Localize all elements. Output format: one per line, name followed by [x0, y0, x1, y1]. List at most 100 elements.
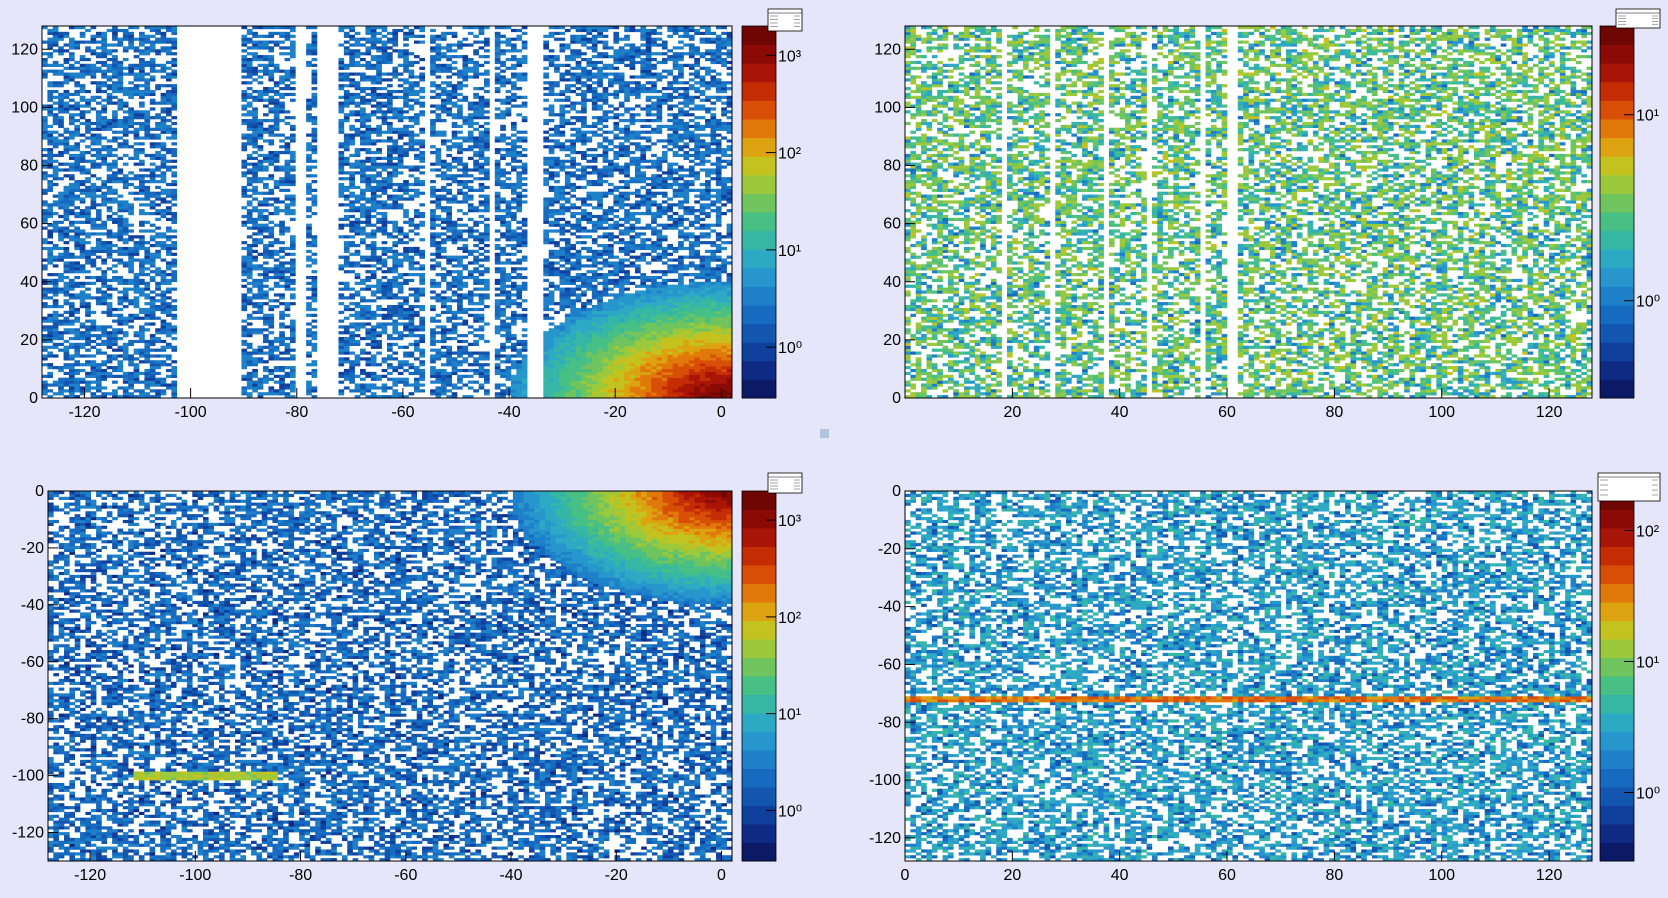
heatmap-bin — [370, 162, 377, 166]
heatmap-bin — [462, 84, 469, 88]
heatmap-bin — [365, 92, 372, 97]
heatmap-bin — [311, 87, 318, 91]
heatmap-bin — [149, 40, 156, 44]
heatmap-bin — [343, 331, 350, 335]
heatmap-bin — [171, 40, 178, 44]
heatmap-bin — [74, 168, 81, 172]
heatmap-bin — [144, 261, 151, 265]
heatmap-bin — [155, 191, 161, 195]
heatmap-bin — [494, 366, 501, 370]
heatmap-bin — [90, 226, 97, 230]
heatmap-bin — [68, 267, 75, 271]
heatmap-bin — [273, 339, 280, 344]
heatmap-bin — [279, 296, 285, 300]
heatmap-bin — [392, 305, 399, 309]
heatmap-bin — [241, 148, 248, 152]
heatmap-bin — [478, 235, 485, 239]
heatmap-bin — [263, 69, 269, 73]
heatmap-bin — [451, 49, 458, 53]
heatmap-bin — [47, 296, 54, 300]
heatmap-bin — [451, 194, 458, 198]
heatmap-bin — [144, 121, 151, 126]
heatmap-bin — [279, 119, 285, 123]
heatmap-bin — [494, 60, 501, 65]
heatmap-bin — [370, 57, 377, 62]
heatmap-bin — [149, 200, 156, 204]
heatmap-bin — [128, 261, 134, 265]
heatmap-bin — [397, 273, 404, 277]
heatmap-bin — [139, 168, 145, 172]
heatmap-bin — [419, 348, 426, 352]
heatmap-bin — [392, 145, 399, 149]
heatmap-bin — [494, 348, 501, 352]
heatmap-bin — [63, 136, 70, 140]
heatmap-bin — [376, 26, 382, 30]
heatmap-bin — [47, 281, 54, 285]
heatmap-bin — [360, 287, 366, 291]
heatmap-bin — [478, 293, 485, 297]
heatmap-bin — [392, 142, 399, 146]
heatmap-bin — [360, 121, 366, 126]
heatmap-bin — [376, 31, 382, 36]
heatmap-bin — [451, 278, 458, 283]
heatmap-bin — [268, 150, 275, 155]
heatmap-bin — [47, 46, 54, 50]
heatmap-bin — [246, 249, 253, 253]
heatmap-bin — [149, 229, 156, 233]
heatmap-bin — [74, 354, 81, 358]
heatmap-bin — [42, 374, 48, 378]
heatmap-bin — [122, 180, 129, 184]
heatmap-bin — [90, 37, 97, 41]
heatmap-bin — [85, 119, 91, 123]
heatmap-bin — [52, 153, 59, 158]
heatmap-bin — [257, 284, 264, 288]
heatmap-bin — [95, 153, 102, 158]
heatmap-bin — [95, 34, 102, 38]
heatmap-bin — [478, 351, 485, 355]
heatmap-bin — [273, 185, 280, 190]
heatmap-bin — [171, 116, 178, 120]
heatmap-bin — [494, 177, 501, 181]
heatmap-bin — [387, 203, 393, 207]
heatmap-bin — [268, 275, 275, 280]
heatmap-bin — [52, 273, 59, 277]
heatmap-bin — [435, 133, 442, 137]
heatmap-bin — [289, 139, 296, 143]
heatmap-bin — [112, 84, 118, 88]
heatmap-bin — [106, 92, 113, 97]
heatmap-bin — [171, 214, 178, 219]
heatmap-bin — [413, 180, 420, 184]
heatmap-bin — [58, 368, 64, 373]
heatmap-bin — [85, 354, 91, 358]
heatmap-bin — [376, 342, 382, 346]
heatmap-bin — [279, 241, 285, 245]
heatmap-bin — [171, 60, 178, 65]
heatmap-bin — [451, 177, 458, 181]
heatmap-bin — [112, 75, 118, 79]
heatmap-bin — [365, 305, 372, 309]
heatmap-bin — [484, 174, 490, 178]
heatmap-bin — [74, 124, 81, 129]
heatmap-bin — [365, 313, 372, 317]
heatmap-bin — [68, 392, 75, 396]
heatmap-bin — [365, 246, 372, 251]
heatmap-bin — [354, 127, 361, 131]
heatmap-bin — [392, 66, 399, 70]
heatmap-bin — [311, 368, 318, 373]
heatmap-bin — [478, 296, 485, 300]
heatmap-bin — [101, 249, 107, 253]
heatmap-bin — [440, 101, 447, 105]
heatmap-bin — [494, 26, 501, 30]
heatmap-bin — [413, 214, 420, 219]
heatmap-bin — [473, 95, 479, 99]
heatmap-bin — [139, 290, 145, 294]
heatmap-bin — [408, 305, 415, 309]
heatmap-bin — [484, 392, 490, 396]
heatmap-bin — [403, 316, 409, 320]
heatmap-bin — [289, 380, 296, 384]
heatmap-bin — [63, 389, 70, 393]
heatmap-bin — [343, 316, 350, 320]
heatmap-bin — [68, 395, 75, 399]
heatmap-bin — [397, 229, 404, 233]
heatmap-bin — [284, 325, 291, 329]
